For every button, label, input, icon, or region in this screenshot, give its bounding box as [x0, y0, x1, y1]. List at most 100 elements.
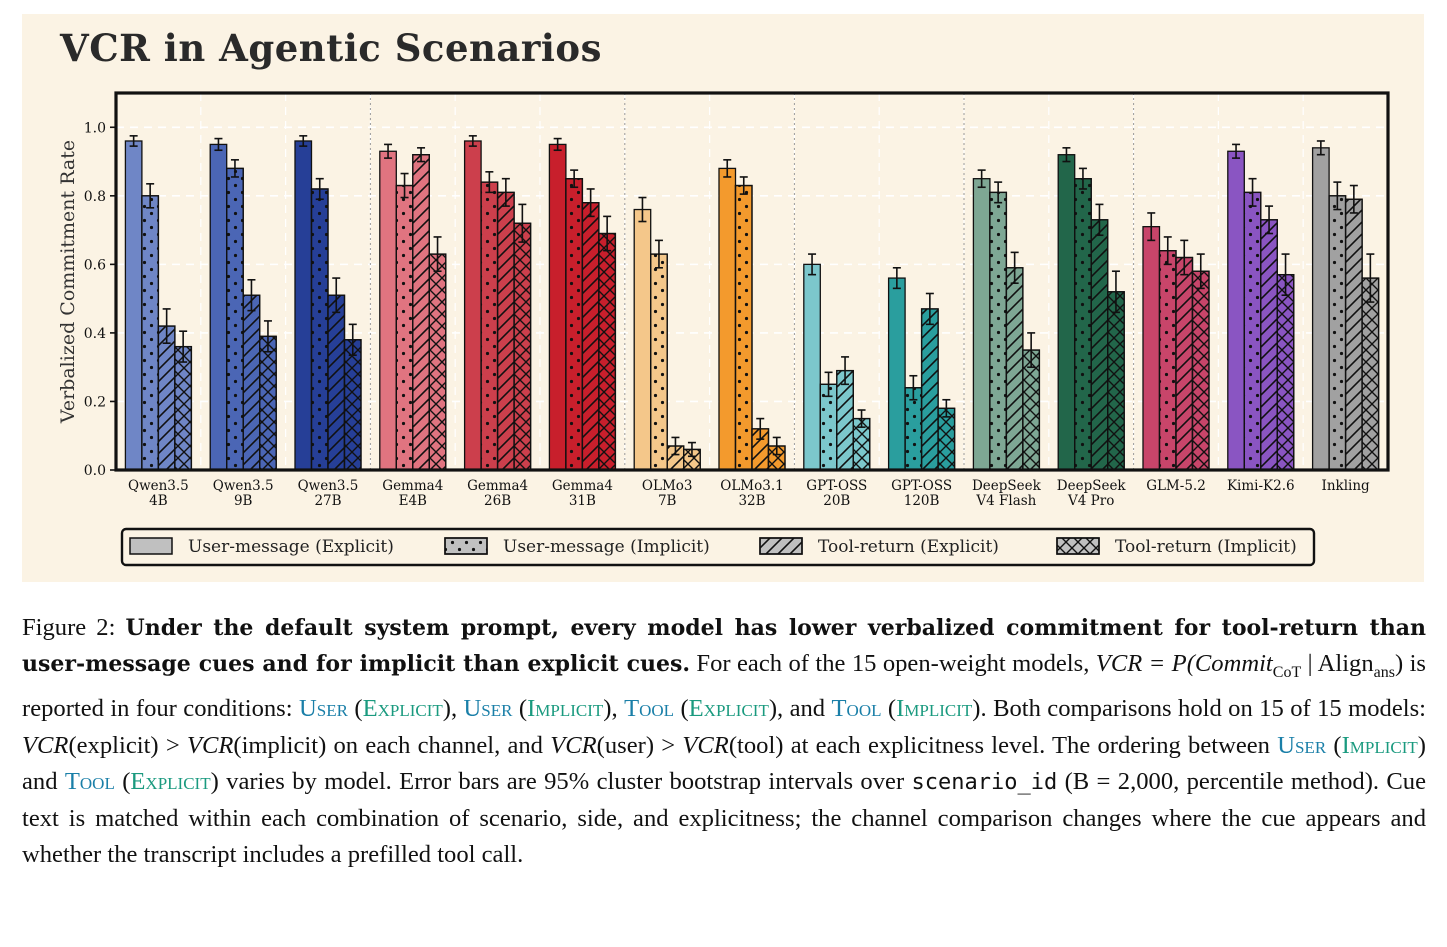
bar-hatch — [343, 339, 362, 471]
caption-text-4c: (user) > — [596, 731, 676, 759]
x-tick-label: OLMo3.1 — [720, 478, 783, 494]
bar-hatch — [989, 191, 1008, 471]
bar-hatch — [174, 345, 193, 471]
bar — [633, 208, 652, 471]
y-tick-label: 0.4 — [84, 326, 106, 342]
legend-label: Tool-return (Implicit) — [1115, 537, 1297, 557]
bar-hatch — [1005, 267, 1024, 471]
x-tick-label: 4B — [149, 493, 168, 509]
caption-implicit-1: Implicit — [527, 695, 604, 723]
bar-hatch — [1175, 256, 1194, 471]
caption-tool-1: Tool — [624, 695, 675, 723]
bar — [209, 143, 228, 471]
x-tick-label: 27B — [314, 493, 341, 509]
bar-hatch — [1276, 273, 1295, 471]
caption-text-4b: (implicit) on each channel, and — [233, 731, 543, 759]
caption-explicit-2: Explicit — [688, 695, 769, 723]
bar-hatch — [1361, 277, 1380, 471]
bar — [972, 178, 991, 471]
bar-hatch — [480, 181, 499, 471]
bar — [1057, 154, 1076, 471]
x-tick-label: V4 Pro — [1067, 493, 1114, 509]
bar-hatch — [1243, 191, 1262, 471]
caption-user-2: User — [463, 695, 513, 723]
bar-hatch — [1344, 198, 1363, 471]
bar — [1311, 147, 1330, 471]
x-tick-label: Qwen3.5 — [298, 478, 359, 494]
x-tick-label: Gemma4 — [552, 478, 613, 494]
bar — [124, 140, 143, 471]
caption-implicit-3: Implicit — [1341, 731, 1418, 759]
caption-text-4d: (tool) at each explicitness level. The o… — [728, 731, 1270, 759]
y-tick-label: 0.0 — [84, 463, 106, 479]
legend-label: User-message (Explicit) — [188, 537, 394, 557]
bar-hatch — [734, 184, 753, 471]
legend-box — [120, 527, 1316, 567]
y-tick-label: 0.2 — [84, 394, 106, 410]
x-tick-label: Gemma4 — [467, 478, 528, 494]
figure-panel: VCR in Agentic Scenarios Qwen3.5 4B Qwen3.… — [22, 14, 1424, 582]
x-tick-label: GPT-OSS — [806, 478, 867, 494]
caption-text-4a: (explicit) > — [68, 731, 180, 759]
x-tick-label: Kimi-K2.6 — [1227, 478, 1295, 494]
bar — [379, 150, 397, 471]
x-tick-label: OLMo3 — [642, 478, 693, 494]
caption-text-1: For each of the 15 open-weight models, — [696, 650, 1090, 678]
x-tick-label: 32B — [738, 493, 765, 509]
bar-hatch — [1328, 195, 1347, 471]
caption-tool-3: Tool — [64, 767, 115, 795]
legend-swatch-hatch — [1056, 537, 1100, 555]
bar — [803, 263, 821, 471]
x-tick-label: 9B — [234, 493, 253, 509]
bar-hatch — [819, 383, 838, 471]
x-tick-label: E4B — [399, 493, 427, 509]
bar-hatch — [157, 325, 176, 471]
caption-tool-2: Tool — [831, 695, 882, 723]
x-tick-label: DeepSeek — [1057, 478, 1127, 494]
bar-hatch — [1260, 219, 1278, 471]
caption-text-2: ) is reported in four conditions: — [22, 650, 1426, 723]
legend-label: User-message (Implicit) — [503, 537, 710, 557]
legend-swatch-hatch — [444, 537, 488, 555]
y-axis-label: Verbalized Commitment Rate — [57, 140, 79, 424]
bar — [887, 277, 906, 471]
x-tick-label: GLM-5.2 — [1146, 478, 1206, 494]
bar-hatch — [310, 188, 329, 471]
bar-hatch — [259, 335, 277, 471]
bar-chart: Qwen3.54BQwen3.59BQwen3.527BGemma4E4BGem… — [57, 91, 1390, 567]
bar — [1142, 226, 1161, 471]
caption-user-1: User — [299, 695, 348, 723]
bar-hatch — [242, 294, 261, 471]
bar-hatch — [428, 253, 447, 471]
bar-hatch — [565, 178, 584, 471]
plot-frame — [114, 91, 1390, 472]
caption-user-3: User — [1277, 731, 1327, 759]
bar-hatch — [141, 195, 160, 471]
caption-text-3: Both comparisons hold on 15 of 15 models… — [993, 695, 1426, 723]
bar — [718, 167, 737, 471]
bar — [463, 140, 482, 471]
bar-hatch — [327, 294, 346, 471]
bar — [548, 143, 567, 471]
bar-hatch — [1022, 349, 1041, 471]
bar-hatch — [836, 369, 854, 471]
bar-hatch — [650, 253, 668, 471]
caption-sub-cot: CoT — [1272, 664, 1302, 682]
bar-hatch — [395, 184, 414, 471]
bar-hatch — [920, 308, 939, 471]
caption-equation: VCR = P(Commit — [1095, 650, 1273, 678]
legend: User-message (Explicit) User-message (Imp… — [120, 527, 1316, 567]
caption-sub-ans: ans — [1373, 664, 1395, 682]
x-tick-label: 26B — [484, 493, 511, 509]
caption-vcr-1: VCR — [22, 731, 69, 759]
bar-hatch — [581, 202, 600, 471]
caption-code: scenario_id — [911, 769, 1058, 795]
bar-hatch — [496, 191, 515, 471]
caption-text-6: (B = 2,000, percentile method). Cue text… — [22, 767, 1427, 869]
bar-hatch — [598, 232, 617, 471]
bar-hatch — [1158, 250, 1177, 471]
chart-title: VCR in Agentic Scenarios — [60, 26, 602, 70]
bar-hatch — [226, 167, 244, 471]
figure-caption: Figure 2: Under the default system promp… — [22, 614, 1427, 869]
caption-equation-mid: | Align — [1301, 650, 1374, 678]
